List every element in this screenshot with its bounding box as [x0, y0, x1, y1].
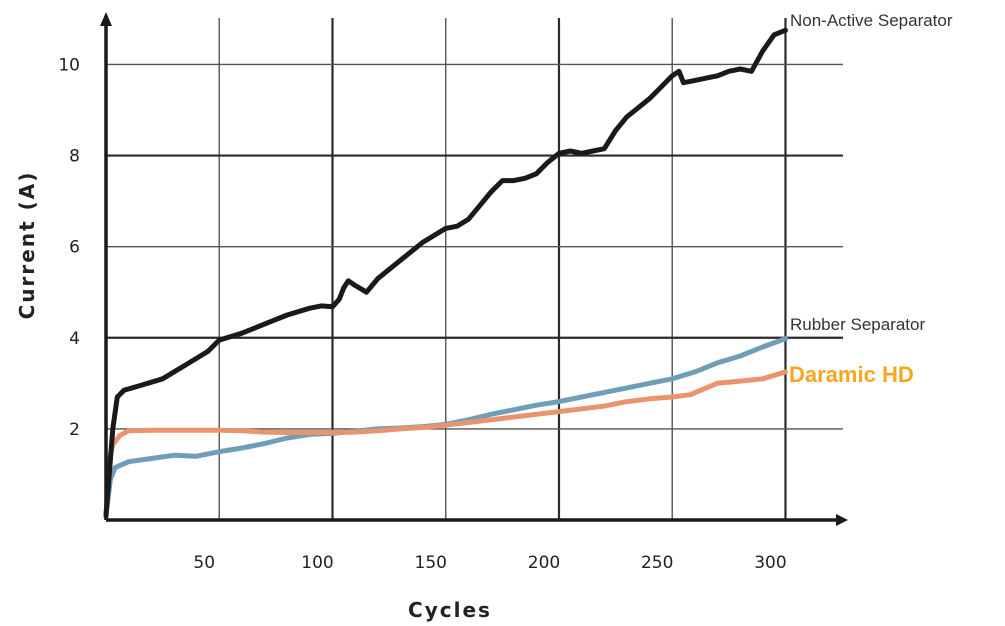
x-tick-label: 200 — [528, 553, 560, 573]
y-tick-label: 6 — [69, 238, 80, 258]
series-labels: Non-Active Separator Rubber Separator Dara… — [789, 11, 953, 387]
y-tick-label: 4 — [69, 329, 80, 349]
x-axis-label: Cycles — [408, 598, 492, 622]
series-label-non-active-separator: Non-Active Separator — [790, 11, 953, 30]
series-line-non-active-separator — [103, 27, 788, 518]
grid — [106, 18, 843, 520]
x-tick-label: 150 — [415, 553, 447, 573]
series-line-daramic-hd — [103, 369, 788, 521]
y-tick-label: 2 — [69, 420, 80, 440]
y-axis-arrow — [100, 12, 112, 26]
x-tick-label: 300 — [754, 553, 786, 573]
series-lines — [103, 27, 788, 521]
axes — [100, 12, 848, 526]
series-label-daramic-hd: Daramic HD — [789, 362, 914, 387]
x-tick-label: 100 — [301, 553, 333, 573]
x-tick-label: 250 — [641, 553, 673, 573]
x-tick-label: 50 — [193, 553, 215, 573]
y-axis-label: Current (A) — [15, 171, 39, 320]
x-tick-labels: 50 100 150 200 250 300 — [193, 553, 786, 573]
y-tick-label: 10 — [58, 55, 80, 75]
y-tick-labels: 2 4 6 8 10 — [58, 55, 80, 439]
y-tick-label: 8 — [69, 147, 80, 167]
x-axis-arrow — [836, 514, 848, 526]
series-label-rubber-separator: Rubber Separator — [790, 315, 925, 334]
